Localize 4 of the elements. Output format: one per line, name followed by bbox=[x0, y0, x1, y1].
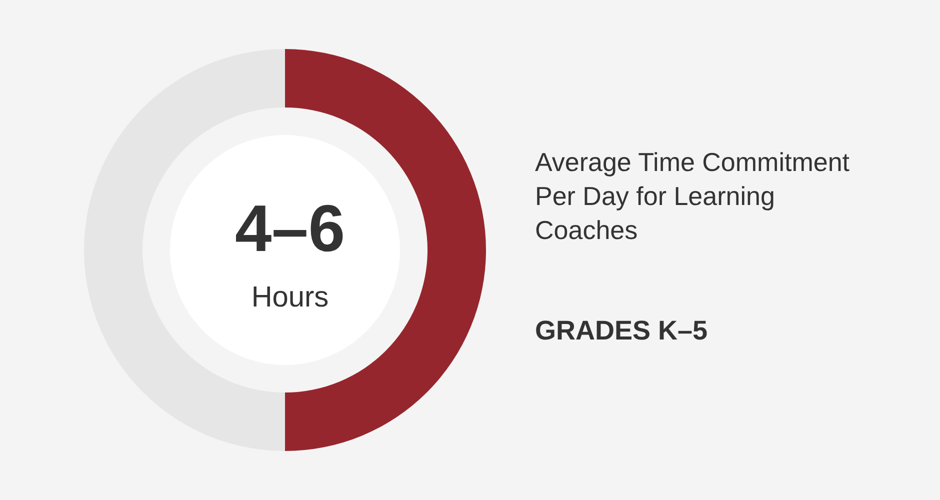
text: GRADES K–5 bbox=[535, 316, 708, 346]
text: Hours bbox=[251, 282, 329, 314]
text: 4–6 bbox=[234, 191, 346, 265]
text: Average Time Commitment Per Day for Learning Coaches bbox=[535, 147, 857, 245]
